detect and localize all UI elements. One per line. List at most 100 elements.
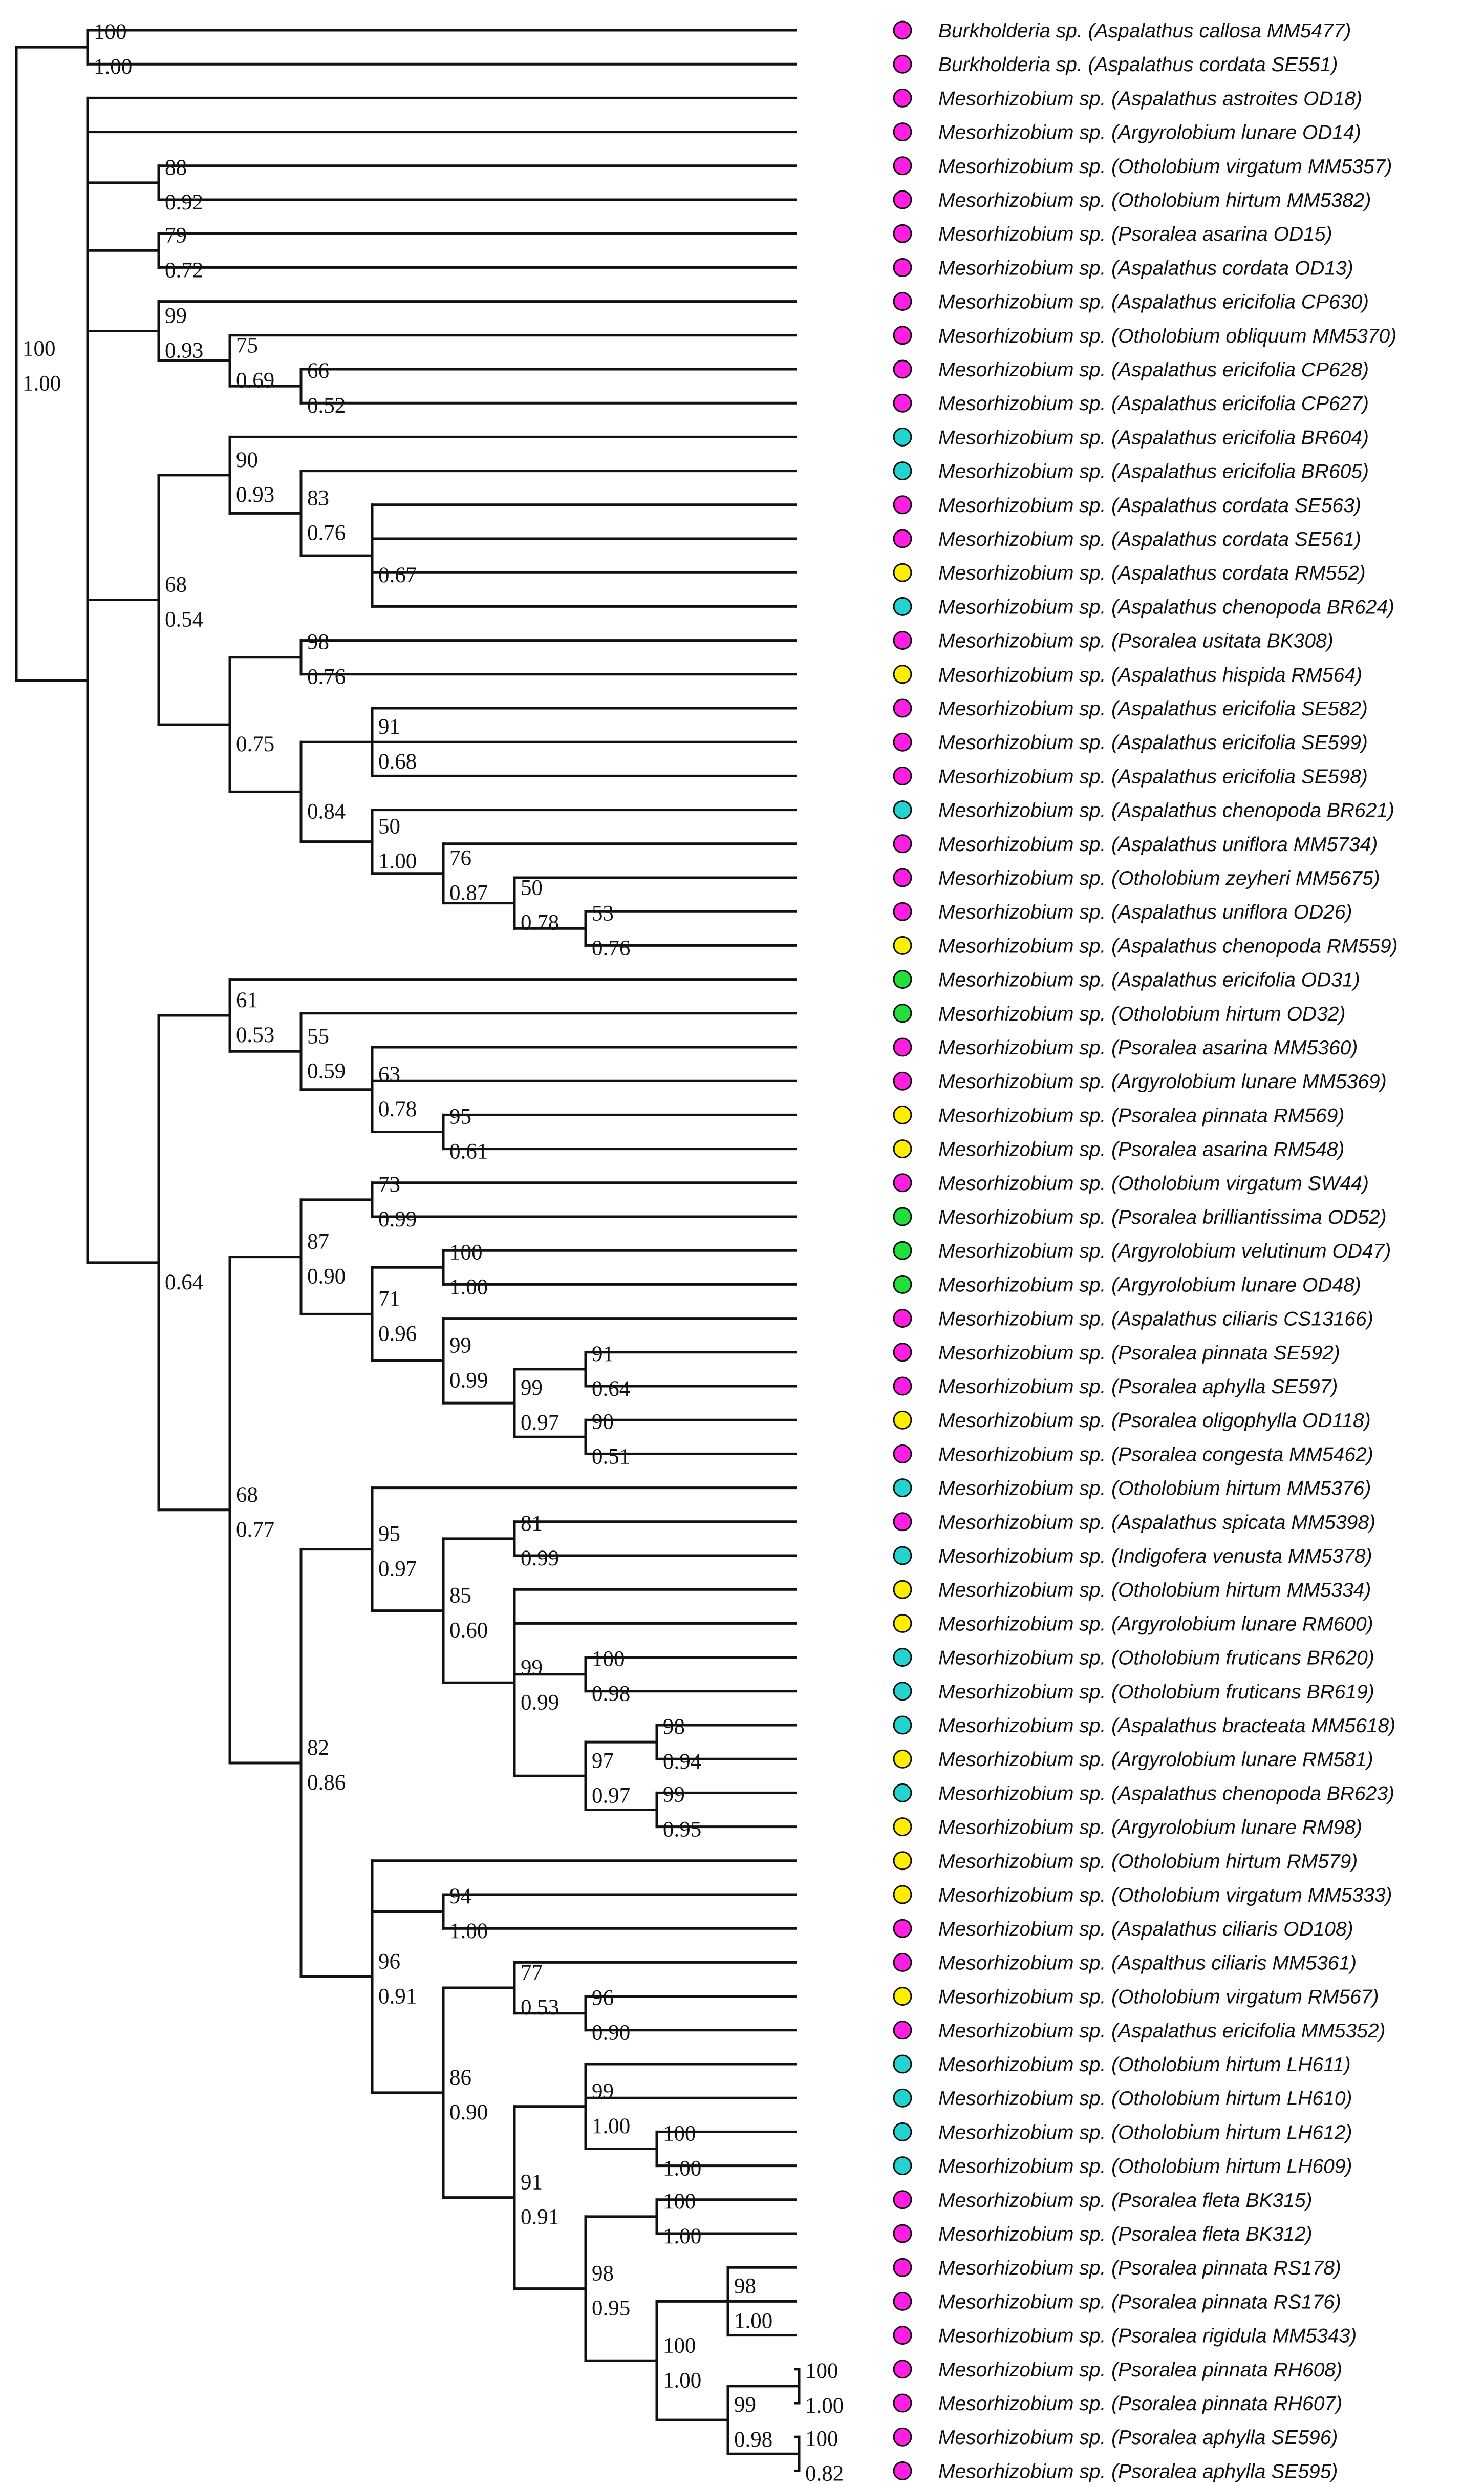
host-strain: (Otholobium virgatum SW44) <box>1111 1173 1369 1195</box>
posterior-value: 0.99 <box>378 1207 417 1231</box>
genus-name: Mesorhizobium sp. <box>938 2460 1111 2482</box>
genus-name: Mesorhizobium sp. <box>938 88 1111 110</box>
host-color-dot <box>893 1512 912 1532</box>
taxon-label: Mesorhizobium sp. (Otholobium virgatum R… <box>938 1986 1379 2008</box>
bootstrap-value: 90 <box>236 448 258 472</box>
host-color-dot <box>893 1410 912 1430</box>
host-strain: (Aspalathus ericifolia SE582) <box>1111 698 1368 720</box>
bootstrap-value: 55 <box>307 1024 329 1048</box>
taxon-label: Mesorhizobium sp. (Aspalathus chenopoda … <box>938 1782 1394 1804</box>
host-strain: (Psoralea aphylla SE595) <box>1111 2460 1338 2482</box>
host-color-dot <box>893 122 912 142</box>
taxon-label: Mesorhizobium sp. (Aspalathus ciliaris C… <box>938 1308 1373 1330</box>
host-color-dot <box>893 1071 912 1091</box>
host-strain: (Otholobium hirtum LH611) <box>1111 2054 1350 2076</box>
taxon-label: Mesorhizobium sp. (Otholobium fruticans … <box>938 1681 1374 1703</box>
genus-name: Mesorhizobium sp. <box>938 1240 1111 1262</box>
host-color-dot <box>893 54 912 74</box>
host-color-dot <box>893 190 912 209</box>
bootstrap-value: 79 <box>165 223 187 247</box>
genus-name: Mesorhizobium sp. <box>938 325 1111 347</box>
bootstrap-value: 66 <box>307 359 329 383</box>
genus-name: Mesorhizobium sp. <box>938 698 1111 720</box>
genus-name: Mesorhizobium sp. <box>938 664 1111 686</box>
taxon-label: Mesorhizobium sp. (Aspalathus astroites … <box>938 88 1362 110</box>
taxon-label: Mesorhizobium sp. (Aspalathus chenopoda … <box>938 596 1394 618</box>
host-strain: (Argyrolobium lunare OD48) <box>1111 1274 1361 1296</box>
bootstrap-value: 75 <box>236 333 258 357</box>
genus-name: Mesorhizobium sp. <box>938 1342 1111 1364</box>
host-color-dot <box>893 936 912 955</box>
posterior-value: 0.75 <box>236 732 274 756</box>
bootstrap-value: 86 <box>449 2066 471 2090</box>
host-color-dot <box>893 1444 912 1463</box>
host-color-dot <box>893 766 912 785</box>
host-color-dot <box>893 1478 912 1498</box>
posterior-value: 0.72 <box>165 258 203 282</box>
host-color-dot <box>893 698 912 718</box>
host-color-dot <box>893 2054 912 2074</box>
host-strain: (Aspalathus uniflora OD26) <box>1111 901 1352 923</box>
bootstrap-value: 100 <box>663 2333 696 2357</box>
taxon-label: Mesorhizobium sp. (Argyrolobium lunare R… <box>938 1613 1373 1635</box>
taxon-label: Mesorhizobium sp. (Aspalathus ericifolia… <box>938 732 1368 754</box>
host-color-dot <box>893 495 912 515</box>
posterior-value: 0.98 <box>734 2428 772 2452</box>
taxon-label: Mesorhizobium sp. (Psoralea oligophylla … <box>938 1410 1371 1432</box>
host-color-dot <box>893 461 912 481</box>
posterior-value: 0.93 <box>236 483 274 507</box>
posterior-value: 0.53 <box>521 1995 559 2020</box>
host-strain: (Psoralea aphylla SE597) <box>1111 1376 1338 1398</box>
host-strain: (Aspalathus ericifolia SE598) <box>1111 766 1368 788</box>
host-strain: (Psoralea oligophylla OD118) <box>1111 1410 1371 1432</box>
taxon-label: Mesorhizobium sp. (Argyrolobium lunare M… <box>938 1071 1387 1093</box>
posterior-value: 1.00 <box>449 1275 488 1299</box>
host-color-dot <box>893 2021 912 2040</box>
host-strain: (Aspalathus astroites OD18) <box>1111 88 1362 110</box>
host-strain: (Aspalathus callosa MM5477) <box>1088 20 1351 42</box>
host-strain: (Otholobium fruticans BR620) <box>1111 1647 1374 1669</box>
posterior-value: 0.91 <box>378 1984 417 2008</box>
genus-name: Mesorhizobium sp. <box>938 1104 1111 1127</box>
posterior-value: 0.94 <box>663 1750 701 1774</box>
posterior-value: 0.87 <box>449 881 488 905</box>
taxon-label: Mesorhizobium sp. (Psoralea rigidula MM5… <box>938 2325 1357 2347</box>
taxon-label: Mesorhizobium sp. (Otholobium hirtum LH6… <box>938 2054 1351 2076</box>
bootstrap-value: 99 <box>521 1376 543 1400</box>
bootstrap-value: 50 <box>378 815 400 839</box>
host-color-dot <box>893 2122 912 2141</box>
bootstrap-value: 96 <box>378 1949 400 1973</box>
host-strain: (Argyrolobium lunare RM581) <box>1111 1749 1373 1771</box>
host-color-dot <box>893 2291 912 2311</box>
host-color-dot <box>893 834 912 854</box>
taxon-label: Mesorhizobium sp. (Aspalathus cordata OD… <box>938 257 1353 279</box>
genus-name: Mesorhizobium sp. <box>938 257 1111 279</box>
genus-name: Mesorhizobium sp. <box>938 2291 1111 2313</box>
taxon-label: Mesorhizobium sp. (Otholobium fruticans … <box>938 1647 1374 1669</box>
host-strain: (Aspalathus ericifolia CP628) <box>1111 359 1369 381</box>
taxon-label: Burkholderia sp. (Aspalathus cordata SE5… <box>938 54 1338 76</box>
tip-labels: Burkholderia sp. (Aspalathus callosa MM5… <box>893 20 1398 2482</box>
host-strain: (Aspalathus ericifolia OD31) <box>1111 969 1360 991</box>
genus-name: Mesorhizobium sp. <box>938 359 1111 381</box>
host-strain: (Aspalathus hispida RM564) <box>1111 664 1362 686</box>
posterior-value: 0.97 <box>592 1783 630 1808</box>
genus-name: Mesorhizobium sp. <box>938 1071 1111 1093</box>
bootstrap-value: 73 <box>378 1173 400 1197</box>
genus-name: Mesorhizobium sp. <box>938 2427 1111 2449</box>
bootstrap-value: 87 <box>307 1230 329 1254</box>
host-strain: (Aspalathus ericifolia BR605) <box>1111 461 1369 483</box>
host-color-dot <box>893 156 912 176</box>
taxon-label: Mesorhizobium sp. (Aspalathus ericifolia… <box>938 2020 1386 2042</box>
bootstrap-value: 94 <box>449 1884 471 1908</box>
posterior-value: 0.59 <box>307 1059 346 1083</box>
bootstrap-value: 96 <box>592 1986 614 2010</box>
posterior-value: 1.00 <box>592 2114 630 2138</box>
taxon-label: Mesorhizobium sp. (Argyrolobium lunare R… <box>938 1817 1362 1839</box>
host-color-dot <box>893 2326 912 2345</box>
taxon-label: Mesorhizobium sp. (Otholobium hirtum LH6… <box>938 2121 1352 2143</box>
taxon-label: Mesorhizobium sp. (Otholobium hirtum MM5… <box>938 189 1371 211</box>
taxon-label: Mesorhizobium sp. (Aspalathus ericifolia… <box>938 427 1369 449</box>
genus-name: Mesorhizobium sp. <box>938 901 1111 923</box>
taxon-label: Mesorhizobium sp. (Argyrolobium lunare O… <box>938 1274 1361 1296</box>
